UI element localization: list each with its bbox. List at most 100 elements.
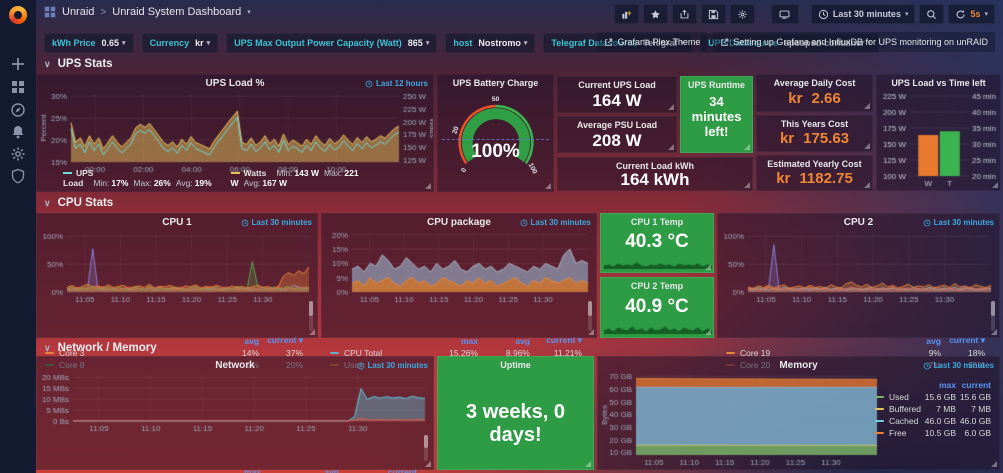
panel-resize-handle[interactable] — [991, 329, 997, 335]
variable-host[interactable]: host Nostromo ▾ — [445, 33, 536, 53]
variable-ups-max-output[interactable]: UPS Max Output Power Capacity (Watt) 865 ▾ — [226, 33, 438, 53]
legend-column-avg[interactable]: avg — [515, 335, 530, 346]
panel-uptime[interactable]: Uptime 3 weeks, 0 days! — [437, 356, 594, 470]
variable-ups-datasource[interactable]: UPS Datasource apcupsd-container ▾ — [700, 33, 880, 53]
panel-resize-handle[interactable] — [668, 144, 674, 150]
cpu2-chart[interactable] — [720, 228, 999, 304]
plus-icon[interactable] — [10, 56, 26, 72]
legend-item[interactable]: Core 3 — [45, 347, 215, 359]
legend-column-current[interactable]: current — [961, 380, 991, 390]
panel-resize-handle[interactable] — [705, 264, 711, 270]
panel-cpu-package[interactable]: CPU package Last 30 minutes max avg curren… — [321, 213, 597, 370]
panel-network[interactable]: Network Last 30 minutes maxavgcurrentRec… — [36, 356, 434, 473]
share-button[interactable] — [671, 4, 697, 24]
panel-time-range[interactable]: Last 30 minutes — [923, 361, 994, 370]
legend-item[interactable]: Cached — [875, 415, 921, 427]
network-chart[interactable] — [39, 371, 433, 433]
refresh-interval-label[interactable]: 5s — [970, 9, 981, 19]
tv-mode-button[interactable] — [770, 4, 799, 24]
legend-column-max[interactable]: max — [243, 467, 261, 473]
legend-scrollbar[interactable] — [588, 301, 592, 331]
legend-column-current[interactable]: current ▾ — [267, 335, 303, 345]
time-range-picker[interactable]: Last 30 minutes ▾ — [810, 4, 916, 24]
legend-item[interactable]: Free — [875, 427, 921, 439]
legend-item[interactable]: CPU Total — [330, 347, 426, 359]
panel-current-ups-load[interactable]: Current UPS Load 164 W — [557, 76, 677, 113]
chevron-down-icon[interactable]: ▾ — [247, 9, 251, 16]
row-header-cpu-stats[interactable]: ∨ CPU Stats — [44, 197, 114, 209]
panel-ups-runtime[interactable]: UPS Runtime 34 minutes left! — [680, 76, 753, 153]
variable-kwh-price[interactable]: kWh Price 0.65 ▾ — [44, 33, 134, 53]
refresh-button[interactable]: 5s ▾ — [948, 4, 995, 24]
legend-column-current[interactable]: current ▾ — [546, 335, 582, 345]
star-button[interactable] — [642, 4, 668, 24]
legend-column-current[interactable]: current ▾ — [949, 335, 985, 345]
dashboards-icon[interactable] — [10, 79, 26, 95]
legend-column-avg[interactable]: avg — [926, 335, 941, 346]
configuration-gear-icon[interactable] — [10, 146, 26, 162]
panel-resize-handle[interactable] — [545, 183, 551, 189]
alerting-bell-icon[interactable] — [10, 124, 26, 140]
panel-estimated-yearly-cost[interactable]: Estimated Yearly Cost kr 1182.75 — [756, 155, 873, 191]
cpu1-chart[interactable] — [39, 228, 317, 304]
panel-average-psu-load[interactable]: Average PSU Load 208 W — [557, 116, 677, 153]
panel-memory[interactable]: Memory Last 30 minutes max current Used 15.… — [597, 356, 1000, 470]
ups-load-vs-time-chart[interactable] — [879, 90, 1000, 189]
dashboard-settings-button[interactable] — [729, 4, 755, 24]
ups-load-chart[interactable] — [39, 90, 433, 174]
panel-cpu2[interactable]: CPU 2 Last 30 minutes avg current ▾ Core 1… — [717, 213, 1000, 370]
row-header-network-memory[interactable]: ∨ Network / Memory — [44, 342, 157, 354]
panel-resize-handle[interactable] — [864, 103, 870, 109]
panel-resize-handle[interactable] — [992, 182, 998, 188]
legend-item[interactable]: Core 19 — [726, 347, 897, 359]
legend-item[interactable]: Used — [875, 391, 921, 403]
panel-cpu2-temp[interactable]: CPU 2 Temp 40.9 °C — [600, 277, 714, 338]
panel-resize-handle[interactable] — [425, 183, 431, 189]
row-header-ups-stats[interactable]: ∨ UPS Stats — [44, 58, 113, 70]
panel-this-years-cost[interactable]: This Years Cost kr 175.63 — [756, 115, 873, 152]
add-panel-button[interactable] — [613, 4, 639, 24]
panel-time-range[interactable]: Last 30 minutes — [520, 218, 591, 227]
variable-currency[interactable]: Currency kr ▾ — [141, 33, 219, 53]
grafana-logo-icon[interactable] — [9, 6, 27, 24]
panel-ups-load[interactable]: UPS Load % Last 12 hours UPS Load Min: 17%… — [36, 74, 434, 192]
legend-column-avg[interactable]: avg — [244, 335, 259, 346]
legend-item[interactable]: UPS Load Min: 17% Max: 26% Avg: 19% — [63, 168, 212, 188]
legend-item[interactable]: Watts Min: 143 W Max: 221 W Avg: 167 W — [230, 168, 359, 188]
panel-time-range[interactable]: Last 30 minutes — [923, 218, 994, 227]
legend-column-current[interactable]: current — [387, 467, 417, 473]
save-button[interactable] — [700, 4, 726, 24]
link-ups-monitoring-guide[interactable]: Setting up Grafana and InfluxDB for UPS … — [713, 32, 995, 52]
panel-resize-handle[interactable] — [864, 143, 870, 149]
link-grafana-plex-theme[interactable]: Grafana Plex Theme — [597, 32, 708, 52]
panel-cpu1[interactable]: CPU 1 Last 30 minutes avg current ▾ Core 3… — [36, 213, 318, 370]
zoom-out-button[interactable] — [919, 4, 945, 24]
panel-time-range[interactable]: Last 30 minutes — [241, 218, 312, 227]
panel-average-daily-cost[interactable]: Average Daily Cost kr 2.66 — [756, 74, 873, 112]
breadcrumb-title[interactable]: Unraid System Dashboard — [112, 6, 242, 18]
server-admin-shield-icon[interactable] — [10, 168, 26, 184]
panel-resize-handle[interactable] — [991, 461, 997, 467]
panel-time-range[interactable]: Last 12 hours — [365, 79, 428, 88]
panel-cpu1-temp[interactable]: CPU 1 Temp 40.3 °C — [600, 213, 714, 273]
explore-icon[interactable] — [10, 102, 26, 118]
panel-resize-handle[interactable] — [588, 329, 594, 335]
legend-scrollbar[interactable] — [309, 301, 313, 331]
panel-ups-load-vs-time-left[interactable]: UPS Load vs Time left — [876, 74, 1001, 191]
legend-column-avg[interactable]: avg — [324, 467, 339, 473]
legend-column-max[interactable]: max — [938, 380, 956, 390]
cpu-package-chart[interactable] — [324, 228, 596, 304]
panel-resize-handle[interactable] — [744, 182, 750, 188]
panel-resize-handle[interactable] — [864, 182, 870, 188]
panel-resize-handle[interactable] — [705, 329, 711, 335]
panel-resize-handle[interactable] — [425, 461, 431, 467]
panel-resize-handle[interactable] — [744, 144, 750, 150]
breadcrumb-app[interactable]: Unraid — [62, 6, 95, 18]
panel-time-range[interactable]: Last 30 minutes — [357, 361, 428, 370]
legend-item[interactable]: Buffered — [875, 403, 921, 415]
variable-telegraf-datasource[interactable]: Telegraf Datasource Telegraf ▾ — [543, 33, 693, 53]
legend-scrollbar[interactable] — [991, 301, 995, 331]
memory-chart[interactable] — [600, 371, 881, 467]
legend-column-max[interactable]: max — [460, 335, 478, 346]
panel-current-load-kwh[interactable]: Current Load kWh 164 kWh — [557, 157, 753, 191]
